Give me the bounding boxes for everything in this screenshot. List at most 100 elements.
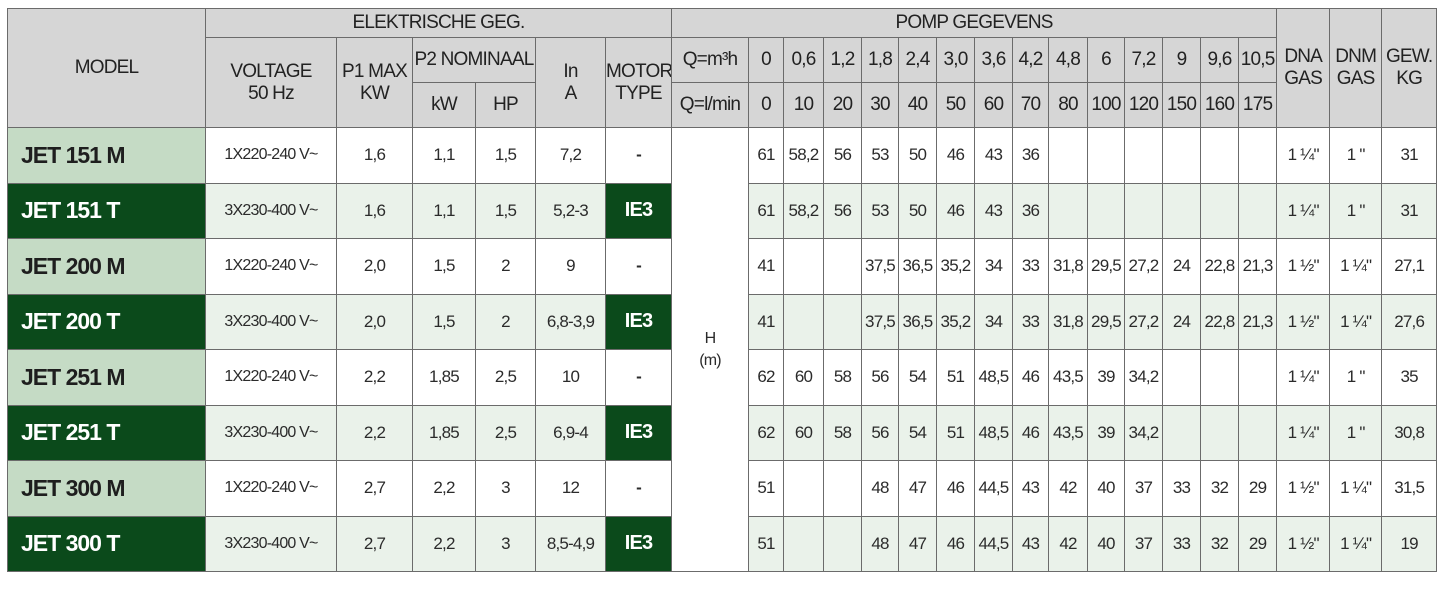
- head-value-cell: 46: [936, 127, 975, 184]
- head-value-cell: 40: [1087, 515, 1125, 572]
- head-value-cell: 60: [783, 404, 824, 461]
- head-value-cell: [1048, 127, 1088, 184]
- head-value-cell: 62: [748, 349, 784, 406]
- header-q-lmin: Q=l/min: [671, 82, 749, 128]
- p2-kw-cell: 1,85: [412, 349, 476, 406]
- head-value-cell: 21,3: [1237, 293, 1278, 350]
- head-value-cell: [783, 515, 824, 572]
- head-value-cell: 48,5: [974, 404, 1013, 461]
- head-value-cell: [783, 238, 824, 295]
- head-value-cell: [783, 293, 824, 350]
- dnm-cell: 1 ¼": [1329, 515, 1383, 572]
- head-value-cell: 22,8: [1200, 238, 1239, 295]
- head-value-cell: 56: [823, 182, 862, 239]
- pump-spec-table: MODEL ELEKTRISCHE GEG. POMP GEGEVENS DNA…: [7, 8, 1438, 572]
- flow-lmin-header: 60: [974, 82, 1013, 128]
- head-value-cell: [823, 460, 862, 517]
- current-cell: 6,8-3,9: [535, 293, 606, 350]
- head-unit: (m): [699, 351, 721, 369]
- motor-type-cell: -: [605, 460, 672, 517]
- current-cell: 5,2-3: [535, 182, 606, 239]
- motor-type-cell: IE3: [605, 404, 672, 461]
- head-value-cell: 34,2: [1124, 404, 1163, 461]
- head-value-cell: 27,2: [1124, 238, 1163, 295]
- p1-cell: 2,2: [336, 404, 413, 461]
- head-value-cell: [1200, 404, 1239, 461]
- voltage-label: VOLTAGE: [230, 60, 312, 82]
- flow-m3h-header: 3,6: [974, 37, 1013, 83]
- weight-cell: 27,1: [1381, 238, 1438, 295]
- current-cell: 12: [535, 460, 606, 517]
- p1-cell: 1,6: [336, 182, 413, 239]
- p1-label: P1 MAX: [342, 60, 408, 82]
- head-value-cell: 53: [861, 182, 899, 239]
- p2-kw-cell: 1,5: [412, 293, 476, 350]
- head-value-cell: 54: [898, 404, 937, 461]
- current-cell: 10: [535, 349, 606, 406]
- head-value-cell: [1087, 182, 1125, 239]
- flow-m3h-header: 9: [1162, 37, 1201, 83]
- flow-m3h-header: 10,5: [1237, 37, 1278, 83]
- p1-cell: 2,7: [336, 460, 413, 517]
- head-value-cell: 31,8: [1048, 238, 1088, 295]
- p1-cell: 1,6: [336, 127, 413, 184]
- head-value-cell: 48: [861, 460, 899, 517]
- head-value-cell: 21,3: [1237, 238, 1278, 295]
- flow-lmin-header: 80: [1048, 82, 1088, 128]
- flow-lmin-header: 120: [1124, 82, 1163, 128]
- head-value-cell: 37,5: [861, 293, 899, 350]
- header-p2-kw: kW: [412, 82, 476, 128]
- table-row: JET 200 T 3X230-400 V~ 2,0 1,5 2 6,8-3,9 IE3 41…: [7, 293, 1438, 350]
- dna-cell: 1 ½": [1276, 293, 1331, 350]
- head-value-cell: 58,2: [783, 182, 824, 239]
- head-value-cell: 56: [861, 349, 899, 406]
- head-value-cell: 32: [1200, 515, 1239, 572]
- head-value-cell: 62: [748, 404, 784, 461]
- weight-cell: 35: [1381, 349, 1438, 406]
- head-value-cell: 36,5: [898, 293, 937, 350]
- head-value-cell: 58: [823, 404, 862, 461]
- header-in: In A: [535, 37, 606, 128]
- header-motor: MOTOR TYPE: [605, 37, 672, 128]
- head-value-cell: 51: [748, 460, 784, 517]
- dnm-cell: 1 ": [1329, 182, 1383, 239]
- voltage-cell: 3X230-400 V~: [205, 182, 337, 239]
- motor-type-cell: -: [605, 127, 672, 184]
- p2-kw-cell: 2,2: [412, 515, 476, 572]
- voltage-unit: 50 Hz: [248, 82, 294, 104]
- head-value-cell: [1237, 182, 1278, 239]
- table-row: JET 300 T 3X230-400 V~ 2,7 2,2 3 8,5-4,9 IE3 51…: [7, 515, 1438, 572]
- dnm-cell: 1 ¼": [1329, 460, 1383, 517]
- dnm-cell: 1 ": [1329, 127, 1383, 184]
- weight-cell: 31: [1381, 182, 1438, 239]
- p2-hp-cell: 3: [475, 460, 536, 517]
- p1-cell: 2,0: [336, 238, 413, 295]
- table-row: JET 251 M 1X220-240 V~ 2,2 1,85 2,5 10- 62 60 58…: [7, 349, 1438, 406]
- head-value-cell: 43,5: [1048, 404, 1088, 461]
- head-value-cell: [1200, 182, 1239, 239]
- flow-lmin-header: 50: [936, 82, 975, 128]
- head-value-cell: 46: [936, 182, 975, 239]
- flow-m3h-header: 4,2: [1012, 37, 1049, 83]
- header-electric-group: ELEKTRISCHE GEG.: [205, 8, 672, 38]
- model-cell: JET 200 T: [7, 293, 206, 350]
- head-value-cell: 29,5: [1087, 238, 1125, 295]
- table-row: JET 200 M 1X220-240 V~ 2,0 1,5 2 9- 41 37,5 36,5…: [7, 238, 1438, 295]
- head-value-cell: 40: [1087, 460, 1125, 517]
- head-value-cell: 44,5: [974, 460, 1013, 517]
- head-value-cell: 37: [1124, 460, 1163, 517]
- head-value-cell: 54: [898, 349, 937, 406]
- dna-cell: 1 ¼": [1276, 404, 1331, 461]
- voltage-cell: 3X230-400 V~: [205, 293, 337, 350]
- table-row: JET 151 M 1X220-240 V~ 1,6 1,1 1,5 7,2- H (m) 61…: [7, 127, 1438, 572]
- head-value-cell: [1087, 127, 1125, 184]
- model-cell: JET 200 M: [7, 238, 206, 295]
- head-value-cell: 61: [748, 182, 784, 239]
- p2-kw-cell: 2,2: [412, 460, 476, 517]
- dnm-label: DNM: [1335, 46, 1377, 67]
- head-value-cell: 42: [1048, 460, 1088, 517]
- head-label: H: [704, 329, 717, 347]
- head-value-cell: 39: [1087, 404, 1125, 461]
- p2-hp-cell: 2: [475, 293, 536, 350]
- voltage-cell: 3X230-400 V~: [205, 515, 337, 572]
